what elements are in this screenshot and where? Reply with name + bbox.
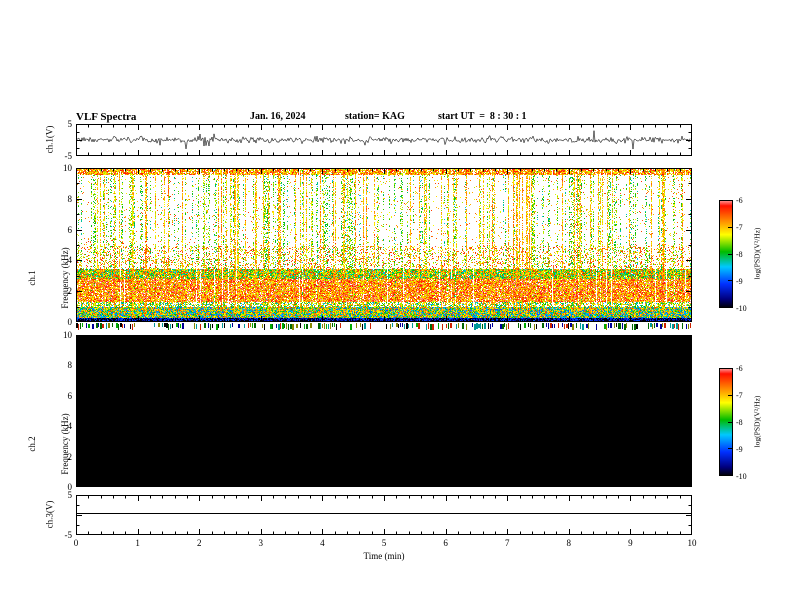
ch1-spec-ytick-label: 8 (67, 194, 73, 204)
x-tick-label: 6 (443, 538, 448, 548)
x-tick-label: 0 (73, 538, 79, 548)
ch1-waveform-plot (76, 124, 692, 156)
ch2-spec-ytick-label: 2 (67, 452, 73, 462)
x-tick-label: 3 (258, 538, 264, 548)
x-tick-label: 8 (566, 538, 572, 548)
cbar2-tick-label: -7 (736, 391, 743, 400)
ch3-wave-ytick-label: -5 (64, 530, 73, 540)
cbar1-tick-label: -8 (736, 250, 743, 259)
station-name: station= KAG (345, 111, 405, 122)
ch1-spectrogram-baseline-strip (76, 323, 692, 330)
cbar2-tick-label: -6 (736, 364, 743, 373)
ch1-wave-ytick-label: -5 (64, 151, 73, 161)
ch1-spec-ytick-label: 6 (67, 225, 73, 235)
ch1-spec-ytick-label: 10 (63, 163, 72, 173)
cbar1-tick-label: -7 (736, 223, 743, 232)
ch1-spec-ytick-label: 4 (67, 255, 73, 265)
x-tick-label: 9 (628, 538, 633, 548)
ch2-spec-ytick-label: 6 (67, 391, 73, 401)
x-tick-label: 1 (135, 538, 140, 548)
ch1-spec-ytick-label: 2 (67, 286, 73, 296)
ch3-wave-ytick-label: 5 (67, 490, 73, 500)
ch2-colorbar (719, 368, 733, 476)
ch2-frequency-axis-label-line1: ch.2 (27, 436, 37, 452)
ch2-spec-ytick-label: 4 (67, 421, 73, 431)
cbar2-tick-label: -8 (736, 418, 743, 427)
x-axis-title: Time (min) (363, 551, 405, 561)
ch2-spec-ytick-label: 8 (67, 360, 73, 370)
cbar1-tick-label: -10 (736, 304, 747, 313)
ch2-spec-ytick-label: 0 (67, 482, 73, 492)
ch1-spec-ytick-label: 0 (67, 317, 73, 327)
start-ut-time: start UT = 8 : 30 : 1 (438, 111, 527, 122)
ch1-spectrogram-plot (76, 168, 692, 322)
x-tick-label: 2 (196, 538, 202, 548)
ch1-wave-ytick-label: 5 (67, 119, 73, 129)
ch2-spectrogram-plot (76, 335, 692, 487)
cbar2-tick-label: -9 (736, 445, 743, 454)
ch2-spec-ytick-label: 10 (63, 330, 72, 340)
observation-date: Jan. 16, 2024 (250, 111, 306, 122)
cbar1-tick-label: -9 (736, 277, 743, 286)
cbar2-tick-label: -10 (736, 472, 747, 481)
x-tick-label: 4 (320, 538, 325, 548)
x-tick-label: 10 (687, 538, 697, 548)
cbar1-tick-label: -6 (736, 196, 743, 205)
x-tick-label: 5 (381, 538, 387, 548)
ch1-frequency-axis-label-line1: ch.1 (27, 270, 37, 286)
ch3-waveform-plot (76, 495, 692, 535)
ch1-colorbar (719, 200, 733, 308)
x-tick-label: 7 (504, 538, 510, 548)
figure-title: VLF Spectra (76, 111, 137, 123)
